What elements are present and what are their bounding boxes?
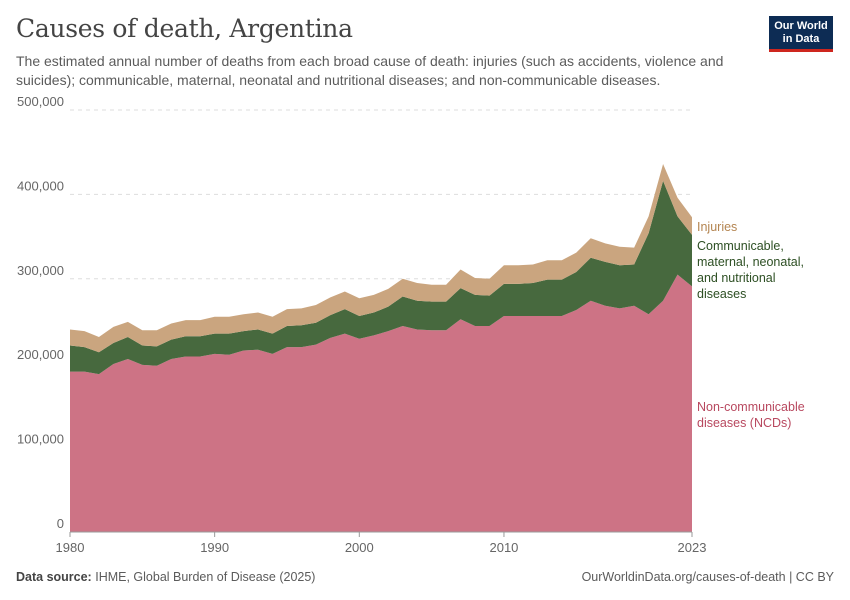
owid-logo[interactable]: Our World in Data bbox=[769, 16, 833, 52]
y-tick-label: 400,000 bbox=[17, 178, 64, 193]
series-label-1: and nutritional bbox=[697, 271, 776, 285]
x-tick-label: 2023 bbox=[678, 540, 707, 555]
series-area-0 bbox=[70, 274, 692, 532]
y-tick-label: 200,000 bbox=[17, 347, 64, 362]
series-area-1 bbox=[70, 180, 692, 375]
y-tick-label: 100,000 bbox=[17, 432, 64, 447]
chart-subtitle: The estimated annual number of deaths fr… bbox=[16, 53, 724, 88]
y-tick-label: 0 bbox=[57, 516, 64, 531]
x-tick-label: 2000 bbox=[345, 540, 374, 555]
chart-title: Causes of death, Argentina bbox=[16, 14, 353, 43]
y-tick-label: 300,000 bbox=[17, 263, 64, 278]
y-tick-label: 500,000 bbox=[17, 94, 64, 109]
logo-line-2: in Data bbox=[782, 33, 820, 45]
data-source-label: Data source: bbox=[16, 570, 92, 584]
series-label-0: Non-communicable bbox=[697, 400, 805, 414]
series-label-1: Communicable, bbox=[697, 239, 784, 253]
x-tick-label: 1980 bbox=[56, 540, 85, 555]
series-label-1: maternal, neonatal, bbox=[697, 255, 804, 269]
logo-line-1: Our World bbox=[774, 20, 828, 32]
x-tick-label: 2010 bbox=[489, 540, 518, 555]
data-source: Data source: IHME, Global Burden of Dise… bbox=[16, 570, 315, 584]
data-source-text[interactable]: IHME, Global Burden of Disease (2025) bbox=[95, 570, 316, 584]
series-label-0: diseases (NCDs) bbox=[697, 416, 791, 430]
source-url[interactable]: OurWorldinData.org/causes-of-death | CC … bbox=[581, 570, 834, 584]
series-label-1: diseases bbox=[697, 287, 746, 301]
x-tick-label: 1990 bbox=[200, 540, 229, 555]
series-area-2 bbox=[70, 164, 692, 353]
series-label-2: Injuries bbox=[697, 220, 737, 234]
